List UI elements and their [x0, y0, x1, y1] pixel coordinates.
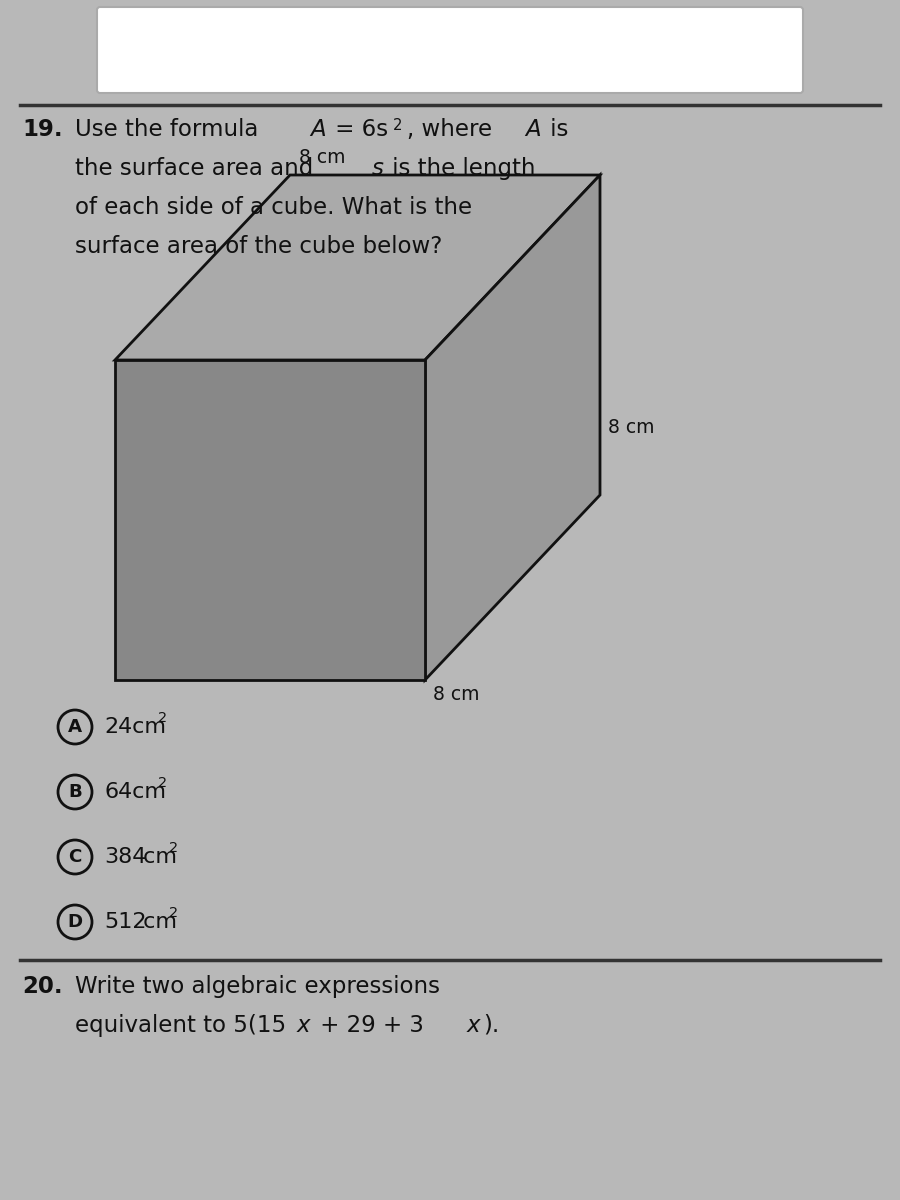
Text: 8 cm: 8 cm	[299, 148, 346, 167]
Text: 512: 512	[104, 912, 147, 932]
Text: x: x	[297, 1014, 310, 1037]
Text: x: x	[467, 1014, 481, 1037]
Text: cm: cm	[136, 912, 176, 932]
Text: 2: 2	[393, 118, 402, 133]
Text: 8 cm: 8 cm	[608, 418, 654, 437]
Text: 384: 384	[104, 847, 147, 866]
Text: 2: 2	[168, 906, 177, 920]
Text: 64: 64	[104, 782, 132, 802]
Text: 2: 2	[168, 841, 177, 854]
Text: of each side of a cube. What is the: of each side of a cube. What is the	[75, 196, 472, 218]
Text: A: A	[310, 118, 326, 140]
Text: ).: ).	[483, 1014, 500, 1037]
Text: = 6s: = 6s	[328, 118, 388, 140]
Text: A: A	[68, 718, 82, 736]
Text: + 29 + 3: + 29 + 3	[313, 1014, 424, 1037]
Text: 8 cm: 8 cm	[433, 685, 480, 704]
Text: Use the formula: Use the formula	[75, 118, 266, 140]
Text: surface area of the cube below?: surface area of the cube below?	[75, 235, 443, 258]
Polygon shape	[425, 175, 600, 680]
Text: is: is	[543, 118, 569, 140]
Text: 19.: 19.	[22, 118, 63, 140]
Text: s: s	[372, 157, 384, 180]
Text: cm: cm	[125, 716, 166, 737]
Text: cm: cm	[136, 847, 176, 866]
Text: equivalent to 5(15: equivalent to 5(15	[75, 1014, 286, 1037]
Text: is the length: is the length	[385, 157, 536, 180]
Text: 24: 24	[104, 716, 132, 737]
Polygon shape	[115, 175, 600, 360]
Text: 20.: 20.	[22, 974, 63, 998]
Text: C: C	[68, 848, 82, 866]
Text: , where: , where	[407, 118, 500, 140]
Text: B: B	[68, 782, 82, 802]
FancyBboxPatch shape	[97, 7, 803, 92]
Polygon shape	[115, 360, 425, 680]
Text: 2: 2	[158, 710, 167, 725]
Text: the surface area and: the surface area and	[75, 157, 320, 180]
Text: 2: 2	[158, 776, 167, 790]
Text: A: A	[525, 118, 541, 140]
Text: D: D	[68, 913, 83, 931]
Text: cm: cm	[125, 782, 166, 802]
Text: Write two algebraic expressions: Write two algebraic expressions	[75, 974, 440, 998]
